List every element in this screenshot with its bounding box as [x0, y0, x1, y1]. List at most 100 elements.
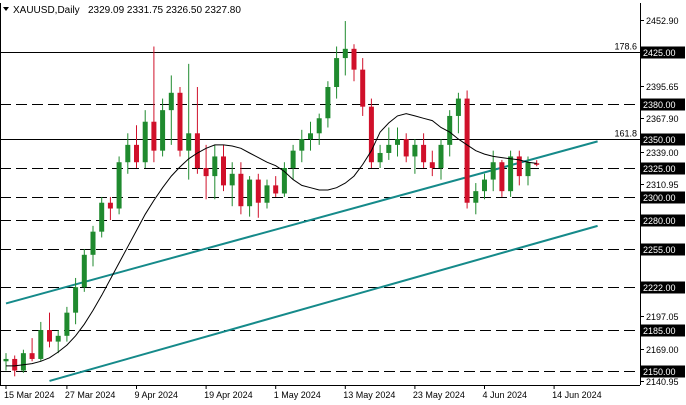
candle-body [264, 185, 270, 203]
y-tick-label: 2350.00 [643, 135, 676, 145]
candle-body [29, 353, 35, 359]
price-tag [641, 324, 685, 337]
trendline-0 [5, 140, 598, 305]
candle-body [490, 162, 496, 180]
candle-body [142, 121, 148, 163]
candle-body [99, 202, 105, 232]
x-axis-ticks: 15 Mar 2024 27 Mar 2024 9 Apr 2024 19 Apr 2… [4, 385, 602, 400]
y-tick-label: 2310.95 [646, 180, 679, 190]
candle-body [421, 144, 427, 163]
candle-body [447, 115, 453, 145]
candle-body [168, 92, 174, 111]
candle-body [360, 69, 366, 107]
candles [3, 21, 540, 377]
price-tag [641, 98, 685, 111]
y-tick-label: 2185.00 [643, 326, 676, 336]
candle-body [482, 179, 487, 192]
price-tag [641, 46, 685, 59]
candle-body [81, 254, 87, 288]
candle-body [55, 335, 61, 342]
candle-body [238, 173, 244, 207]
y-tick-label: 2325.00 [643, 164, 676, 174]
y-tick-label: 2140.95 [646, 377, 679, 387]
x-tick-label: 14 Jun 2024 [552, 390, 602, 400]
candle-body [525, 162, 531, 177]
candle-body [229, 173, 235, 186]
candle-body [308, 133, 313, 140]
candle-body [12, 358, 18, 371]
candle-body [134, 144, 139, 163]
candle-body [221, 156, 226, 186]
fib-level-label: 178.6 [614, 42, 637, 52]
candle-body [368, 106, 374, 163]
trendline-1 [49, 224, 598, 382]
moving-average [6, 113, 537, 367]
y-tick-label: 2452.90 [646, 16, 679, 26]
y-tick-label: 2150.00 [643, 367, 676, 377]
candle-body [534, 163, 540, 165]
x-tick-label: 15 Mar 2024 [4, 390, 55, 400]
y-tick-label: 2339.00 [646, 148, 679, 158]
candle-body [186, 133, 192, 151]
horizontal-levels: 178.6 161.8 [0, 42, 640, 372]
y-tick-label: 2280.00 [643, 216, 676, 226]
price-tag [641, 133, 685, 146]
fib-level-label: 161.8 [614, 129, 637, 139]
x-tick-label: 13 May 2024 [343, 390, 395, 400]
y-axis-ticks: 2452.90 2425.00 2395.65 2380.00 2367.90 2350.… [640, 16, 685, 387]
candle-body [47, 330, 52, 342]
candle-body [273, 185, 279, 194]
candle-body [247, 179, 253, 207]
price-tag [641, 365, 685, 378]
candle-body [290, 150, 296, 169]
price-tag [641, 162, 685, 175]
candle-body [151, 121, 157, 151]
candle-body [116, 162, 122, 209]
y-tick-label: 2197.05 [646, 312, 679, 322]
candle-body [351, 48, 357, 70]
candle-body [499, 162, 505, 192]
y-tick-label: 2395.65 [646, 82, 679, 92]
candle-body [90, 231, 96, 255]
symbol-label: XAUUSD,Daily [13, 5, 80, 16]
y-tick-label: 2300.00 [643, 193, 676, 203]
candle-body [455, 98, 461, 116]
y-tick-label: 2367.90 [646, 114, 679, 124]
x-tick-label: 4 Jun 2024 [483, 390, 528, 400]
x-tick-label: 9 Apr 2024 [135, 390, 179, 400]
ohlc-readout: 2329.09 2331.75 2326.50 2327.80 [88, 5, 241, 16]
y-tick-label: 2425.00 [643, 48, 676, 58]
candle-body [64, 312, 70, 336]
y-tick-label: 2169.00 [646, 345, 679, 355]
candle-body [203, 168, 209, 177]
candle-body [377, 152, 383, 163]
ma-line [6, 113, 537, 367]
candle-body [299, 139, 305, 151]
candle-body [20, 353, 26, 371]
candle-body [73, 287, 79, 313]
y-tick-label: 2380.00 [643, 100, 676, 110]
y-tick-label: 2222.00 [643, 283, 676, 293]
candle-body [107, 202, 113, 209]
chart-header: XAUUSD,Daily 2329.09 2331.75 2326.50 232… [3, 5, 241, 16]
x-tick-label: 1 May 2024 [274, 390, 321, 400]
candle-body [473, 191, 479, 203]
price-tag [641, 243, 685, 256]
x-tick-label: 27 Mar 2024 [65, 390, 116, 400]
candle-body [125, 144, 131, 163]
candle-body [395, 139, 400, 145]
candle-body [194, 133, 200, 169]
candle-body [334, 58, 340, 88]
candle-body [177, 92, 183, 151]
candle-body [508, 156, 514, 192]
candle-body [325, 87, 331, 119]
candle-body [281, 168, 287, 194]
candle-body [316, 118, 322, 134]
collapse-arrow-icon[interactable] [3, 7, 9, 11]
candle-body [516, 156, 522, 177]
x-tick-label: 19 Apr 2024 [204, 390, 253, 400]
candle-body [464, 98, 470, 203]
price-tag [641, 214, 685, 227]
